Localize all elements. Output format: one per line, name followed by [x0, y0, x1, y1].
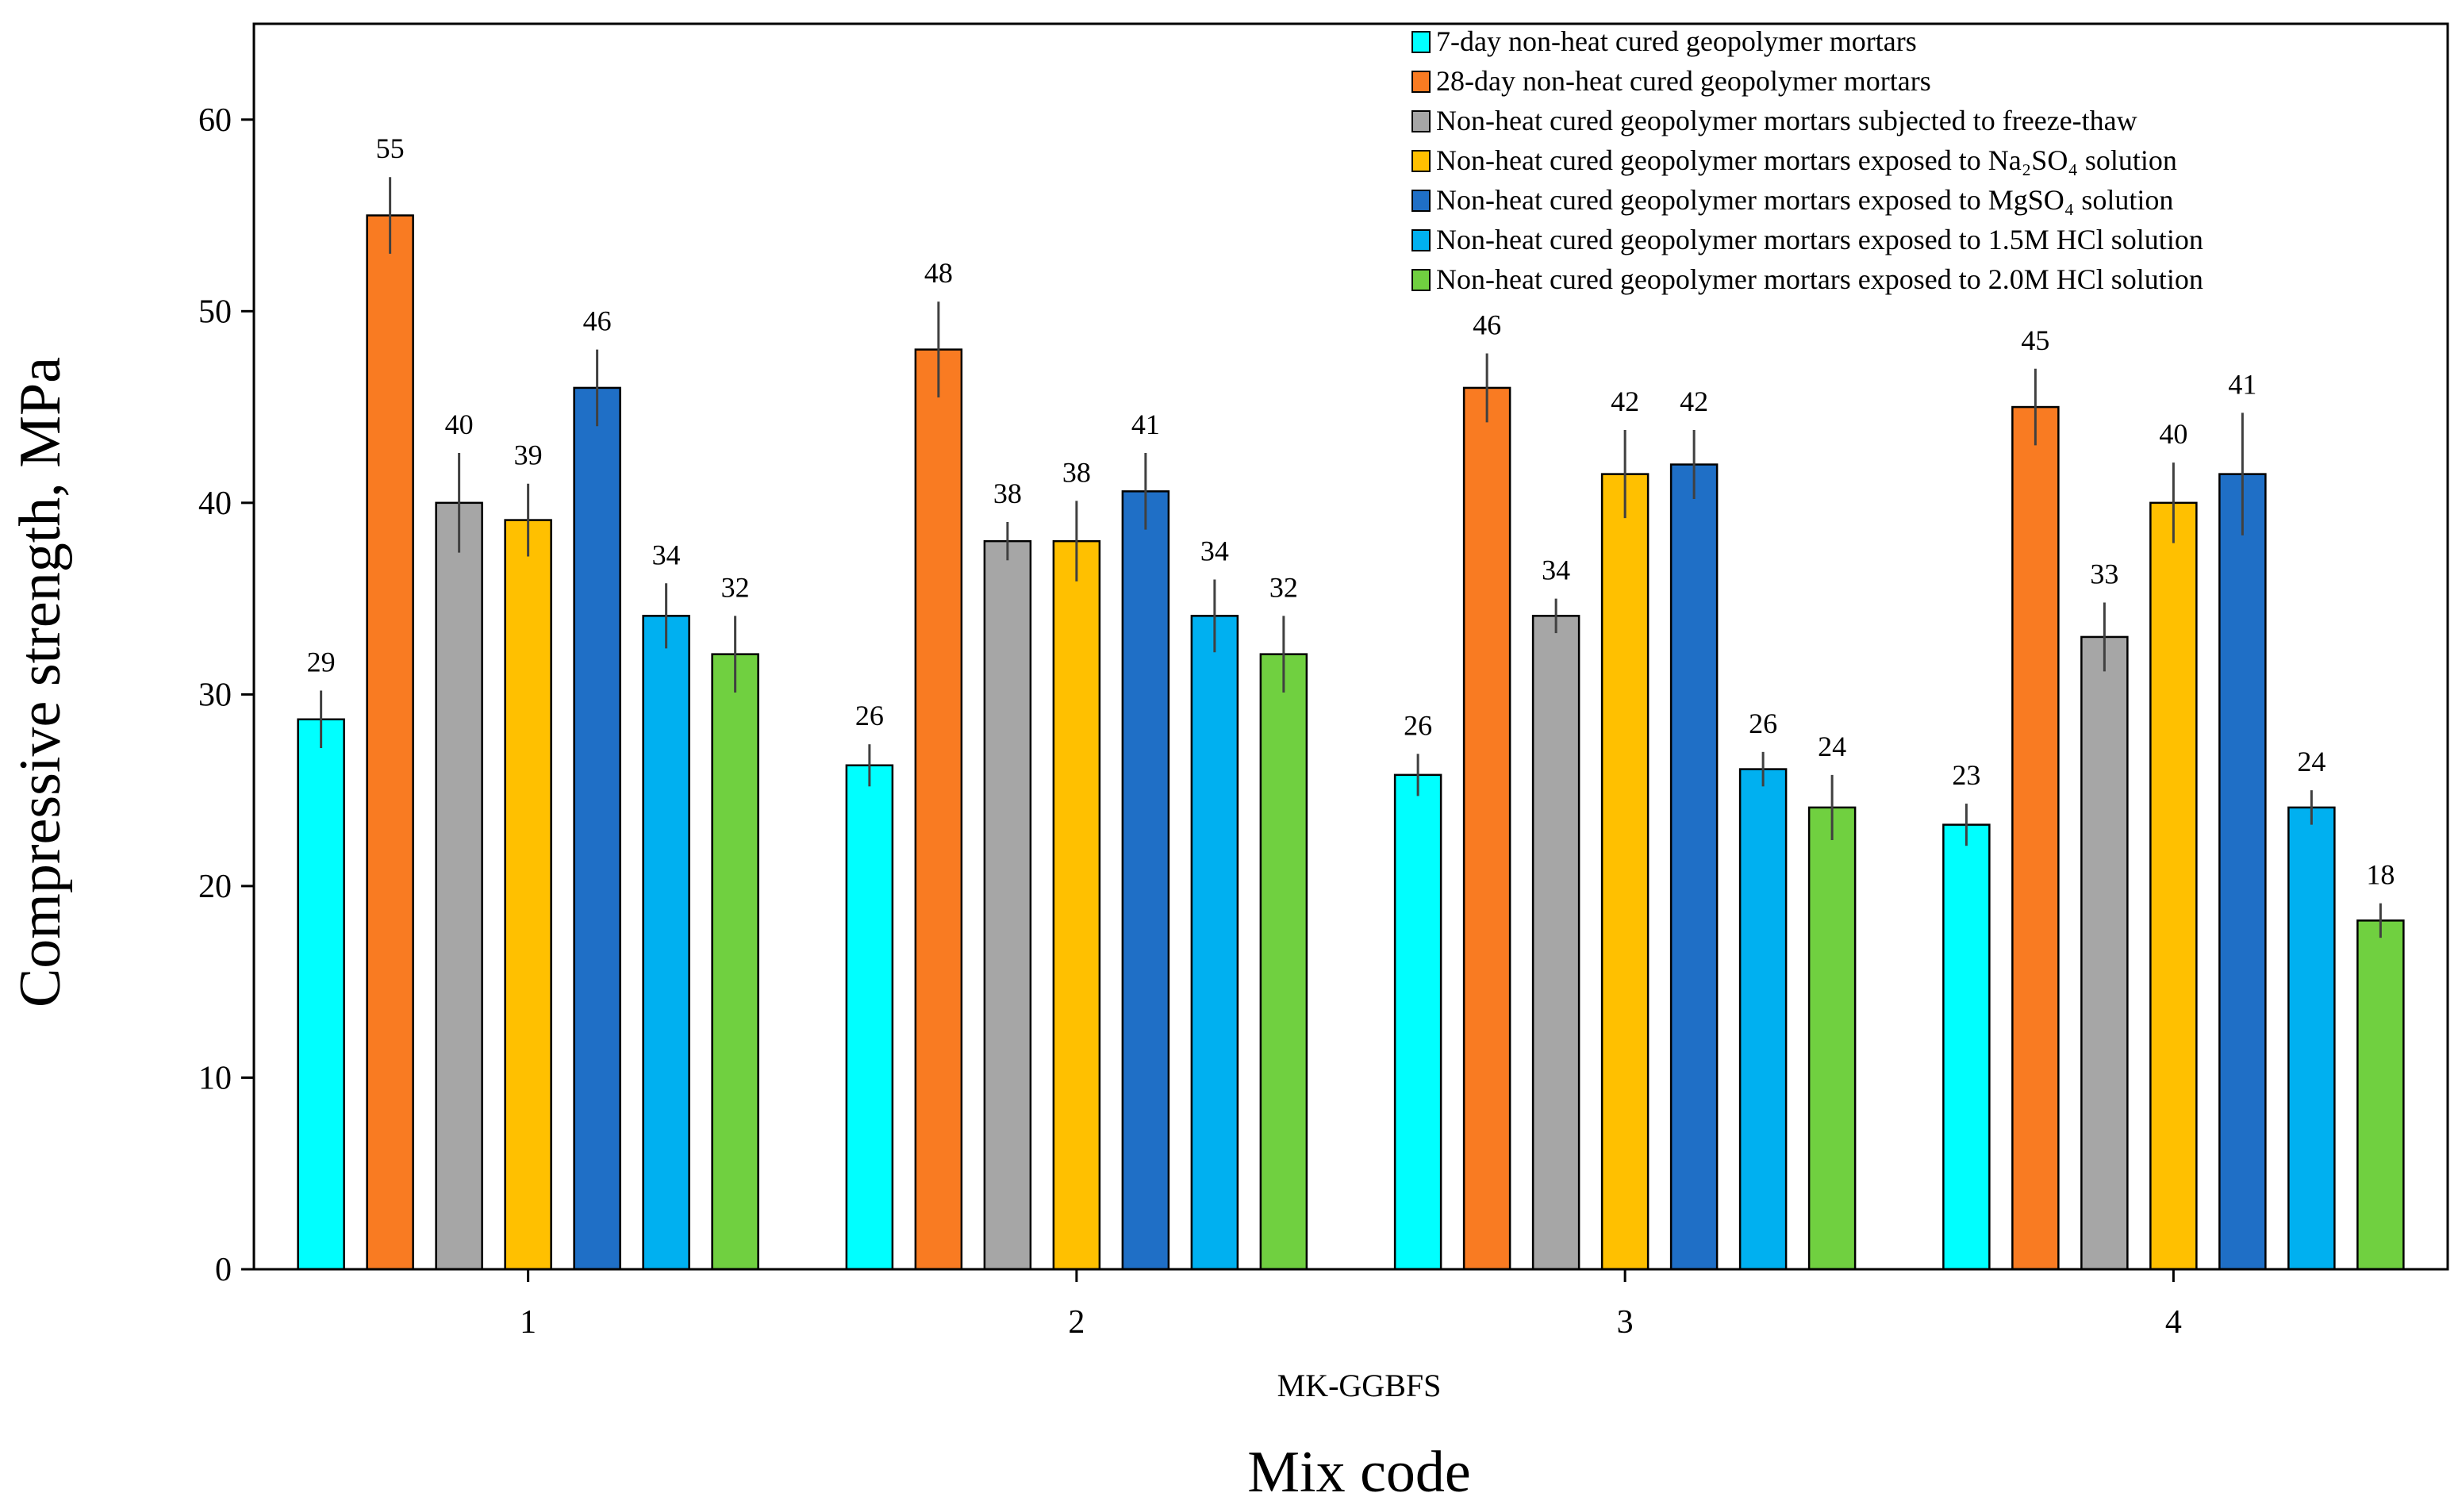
plot-frame	[252, 22, 2449, 1271]
legend-label: Non-heat cured geopolymer mortars expose…	[1436, 144, 2177, 176]
y-tick-label: 20	[198, 869, 232, 905]
data-label: 42	[1680, 386, 1708, 417]
bar	[2011, 405, 2060, 1271]
legend-swatch	[1411, 229, 1431, 251]
legend-swatch	[1411, 269, 1431, 291]
x-tick-label: 2	[1068, 1304, 1085, 1341]
y-tick-label: 0	[215, 1252, 232, 1288]
x-tick-label: 4	[2165, 1304, 2182, 1341]
x-axis-sublabel: MK-GGBFS	[1277, 1368, 1442, 1403]
bar	[1531, 615, 1580, 1271]
data-label: 26	[855, 700, 884, 731]
y-tick-label: 60	[198, 102, 232, 139]
legend-label: 7-day non-heat cured geopolymer mortars	[1436, 25, 1917, 57]
x-tick-label: 1	[520, 1304, 536, 1341]
data-label: 34	[652, 539, 681, 570]
y-tick-label: 40	[198, 485, 232, 522]
data-label: 40	[2159, 418, 2187, 450]
data-label: 48	[924, 257, 953, 289]
bar	[1738, 768, 1788, 1271]
data-label: 32	[721, 571, 750, 603]
data-label: 34	[1200, 535, 1229, 566]
data-label: 26	[1749, 708, 1777, 739]
bar	[2080, 635, 2129, 1271]
bar	[1052, 539, 1101, 1271]
data-label: 23	[1952, 759, 1980, 791]
y-tick-label: 30	[198, 677, 232, 713]
bar	[1393, 773, 1442, 1271]
data-label: 55	[376, 132, 405, 164]
data-labels-layer: 29 55 40 39 46 34 32 26 48 38 38 41 34 32 26 46 34 42 42 26…	[307, 132, 2395, 890]
bar	[711, 653, 759, 1271]
data-label: 41	[2228, 368, 2256, 400]
legend-swatch	[1411, 31, 1431, 53]
data-label: 46	[583, 305, 612, 337]
data-label: 45	[2021, 324, 2049, 356]
x-axis-label: Mix code	[1247, 1440, 1471, 1505]
legend-label: Non-heat cured geopolymer mortars subjec…	[1436, 105, 2137, 136]
bar	[1121, 490, 1170, 1271]
x-tick-label: 3	[1617, 1304, 1634, 1341]
data-label: 24	[1818, 731, 1846, 762]
bar	[845, 764, 894, 1271]
data-label: 34	[1542, 555, 1570, 586]
bar	[1807, 806, 1857, 1271]
legend-swatch	[1411, 190, 1431, 212]
data-label: 39	[514, 439, 543, 471]
bars-layer	[297, 177, 2405, 1271]
bar	[1462, 386, 1511, 1271]
data-label: 41	[1131, 409, 1160, 440]
legend-swatch	[1411, 110, 1431, 132]
bar	[642, 615, 690, 1271]
bar	[1942, 823, 1991, 1271]
legend-label: 28-day non-heat cured geopolymer mortars	[1436, 65, 1931, 97]
data-label: 46	[1473, 309, 1501, 340]
bar	[1600, 473, 1650, 1271]
y-tick-label: 10	[198, 1060, 232, 1096]
bar	[2218, 473, 2267, 1271]
legend-label: Non-heat cured geopolymer mortars expose…	[1436, 184, 2173, 216]
bar	[504, 519, 552, 1271]
bar	[1669, 463, 1719, 1271]
data-label: 42	[1611, 386, 1639, 417]
y-axis-label: Compressive strength, MPa	[8, 357, 73, 1007]
bar	[2287, 806, 2336, 1271]
bar	[1259, 653, 1308, 1271]
bar	[2356, 919, 2405, 1271]
legend-label: Non-heat cured geopolymer mortars expose…	[1436, 224, 2203, 255]
y-tick-label: 50	[198, 294, 232, 330]
legend-swatch	[1411, 71, 1431, 93]
data-label: 24	[2297, 746, 2325, 777]
data-label: 38	[1062, 456, 1091, 488]
legend-label: Non-heat cured geopolymer mortars expose…	[1436, 263, 2203, 295]
bar	[2149, 501, 2198, 1271]
data-label: 26	[1404, 709, 1432, 741]
bar	[914, 348, 963, 1271]
bar	[573, 386, 621, 1271]
bar	[435, 501, 483, 1271]
data-label: 40	[445, 409, 474, 440]
bar	[1190, 615, 1239, 1271]
data-label: 32	[1269, 571, 1298, 603]
bar	[297, 718, 345, 1271]
bar	[366, 214, 414, 1271]
data-label: 18	[2366, 859, 2395, 891]
legend: 7-day non-heat cured geopolymer mortars 2…	[1411, 25, 2203, 295]
data-label: 33	[2090, 558, 2118, 589]
legend-swatch	[1411, 150, 1431, 172]
bar	[983, 539, 1032, 1271]
data-label: 38	[993, 478, 1022, 509]
data-label: 29	[307, 647, 336, 678]
